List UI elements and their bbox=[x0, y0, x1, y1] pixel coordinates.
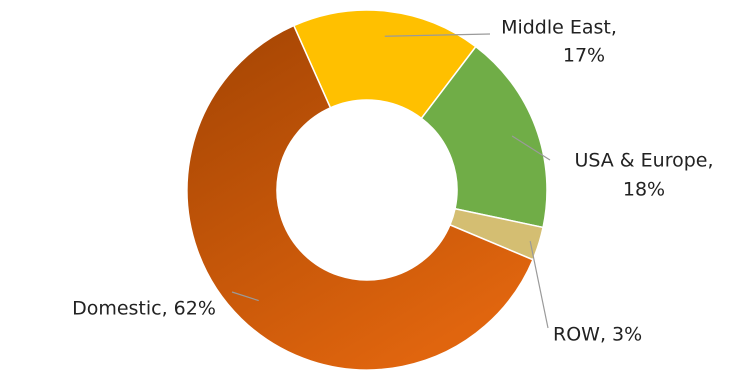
leader-line-usa-europe bbox=[511, 135, 551, 161]
slice-middle-east bbox=[292, 9, 477, 120]
slices-group bbox=[186, 9, 548, 371]
slice-domestic bbox=[186, 24, 534, 371]
data-label-usa-europe: 18% bbox=[623, 179, 665, 201]
data-label-row: ROW, 3% bbox=[553, 324, 642, 346]
data-label-domestic: Domestic, 62% bbox=[72, 298, 216, 320]
leader-line-domestic bbox=[231, 291, 259, 302]
leader-line-middle-east bbox=[384, 33, 491, 37]
data-label-usa-europe: USA & Europe, bbox=[574, 150, 713, 172]
data-label-middle-east: Middle East, bbox=[501, 17, 617, 39]
slice-usa-europe bbox=[420, 45, 548, 229]
leader-lines-group bbox=[231, 33, 551, 329]
data-label-middle-east: 17% bbox=[563, 45, 605, 67]
labels-group: Middle East, 17% USA & Europe, 18% ROW, 3% Do… bbox=[72, 17, 713, 346]
leader-line-row bbox=[529, 241, 549, 329]
